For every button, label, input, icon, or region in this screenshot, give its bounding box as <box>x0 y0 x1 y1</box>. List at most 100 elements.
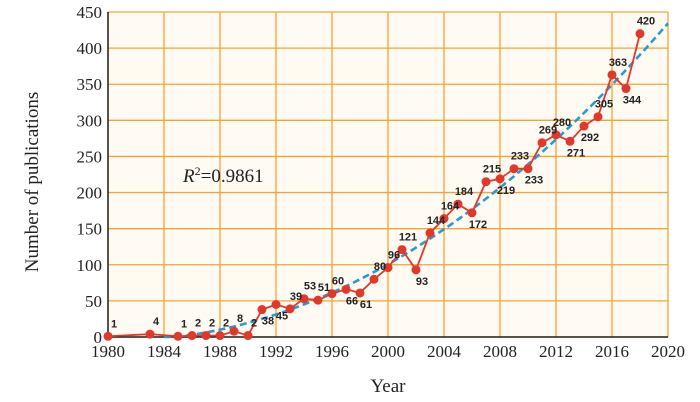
r-squared-annotation: R2=0.9861 <box>182 164 264 187</box>
x-tick-label: 2004 <box>427 342 462 361</box>
data-point <box>593 112 603 122</box>
data-label: 1 <box>181 318 187 330</box>
x-axis-title: Year <box>370 376 406 397</box>
data-label: 121 <box>399 232 417 244</box>
data-point <box>537 138 547 148</box>
data-point <box>635 29 645 39</box>
data-label: 172 <box>469 219 487 231</box>
y-tick-label: 50 <box>85 292 102 311</box>
x-tick-label: 2016 <box>595 342 629 361</box>
data-label: 184 <box>455 186 474 198</box>
data-label: 2 <box>195 318 201 330</box>
data-point <box>453 199 463 209</box>
data-point <box>173 331 183 341</box>
data-label: 4 <box>153 316 160 328</box>
data-point <box>103 331 113 341</box>
data-point <box>313 295 323 305</box>
data-series <box>103 29 645 341</box>
data-point <box>187 331 197 341</box>
data-label: 420 <box>637 16 655 28</box>
data-label: 215 <box>483 164 501 176</box>
trendline <box>164 22 669 339</box>
data-point <box>341 284 351 294</box>
data-label: 1 <box>111 318 117 330</box>
data-label: 2 <box>251 318 257 330</box>
data-label: 363 <box>609 57 627 69</box>
data-label: 80 <box>374 261 386 273</box>
y-tick-label: 450 <box>77 3 103 22</box>
data-label: 280 <box>553 117 571 129</box>
data-point <box>425 228 435 238</box>
data-point <box>621 84 631 94</box>
x-tick-label: 1980 <box>91 342 125 361</box>
data-point <box>467 208 477 218</box>
r-symbol: R <box>182 166 195 187</box>
data-point <box>285 304 295 314</box>
x-tick-label: 2020 <box>651 342 685 361</box>
data-point <box>397 245 407 255</box>
data-label: 66 <box>346 295 358 307</box>
grid <box>107 11 669 338</box>
data-point <box>355 288 365 298</box>
data-label: 38 <box>262 316 274 328</box>
x-tick-label: 1992 <box>259 342 293 361</box>
y-tick-label: 200 <box>77 184 103 203</box>
data-point <box>523 164 533 174</box>
data-label: 51 <box>318 282 330 294</box>
x-tick-label: 1988 <box>203 342 237 361</box>
y-tick-label: 350 <box>77 75 103 94</box>
data-point <box>411 265 421 275</box>
data-point <box>145 329 155 339</box>
data-point <box>481 177 491 187</box>
data-point <box>439 214 449 224</box>
x-tick-label: 1996 <box>315 342 349 361</box>
y-tick-label: 300 <box>77 111 103 130</box>
fit-trendline <box>164 22 669 339</box>
data-label: 61 <box>360 299 372 311</box>
data-point <box>243 331 253 341</box>
x-tick-label: 2000 <box>371 342 405 361</box>
tick-labels: 1980 1984 1988 1992 1996 2000 2004 2008 2012 2016… <box>77 3 686 361</box>
data-point <box>257 305 267 315</box>
data-point <box>229 326 239 336</box>
data-label: 269 <box>539 125 557 137</box>
y-tick-label: 250 <box>77 147 103 166</box>
data-label: 45 <box>276 311 288 323</box>
data-point <box>327 289 337 299</box>
data-label: 39 <box>290 291 302 303</box>
data-label: 271 <box>567 147 585 159</box>
data-label: 305 <box>595 99 613 111</box>
data-label: 344 <box>623 95 642 107</box>
data-point <box>551 130 561 140</box>
data-point <box>215 331 225 341</box>
x-tick-label: 1984 <box>147 342 182 361</box>
y-axis-title: Number of publications <box>22 92 43 272</box>
data-point <box>607 70 617 80</box>
data-point <box>369 274 379 284</box>
y-tick-label: 150 <box>77 220 103 239</box>
data-point <box>299 294 309 304</box>
y-tick-label: 400 <box>77 39 103 58</box>
x-tick-label: 2008 <box>483 342 517 361</box>
data-point <box>509 164 519 174</box>
data-label: 2 <box>223 318 229 330</box>
y-tick-label: 0 <box>94 328 103 347</box>
data-point <box>271 300 281 309</box>
r-squared-value: =0.9861 <box>201 166 264 187</box>
data-point <box>495 174 505 184</box>
r-superscript: 2 <box>195 164 201 178</box>
data-label: 53 <box>304 281 316 293</box>
data-label: 2 <box>209 318 215 330</box>
data-label: 233 <box>525 175 543 187</box>
data-point <box>383 263 393 273</box>
y-tick-label: 100 <box>77 256 103 275</box>
data-label: 93 <box>416 276 428 288</box>
axes <box>107 12 668 338</box>
data-label: 144 <box>427 215 446 227</box>
data-point <box>565 136 575 146</box>
data-label: 292 <box>581 132 599 144</box>
data-label: 96 <box>388 250 400 262</box>
data-label: 219 <box>497 185 515 197</box>
